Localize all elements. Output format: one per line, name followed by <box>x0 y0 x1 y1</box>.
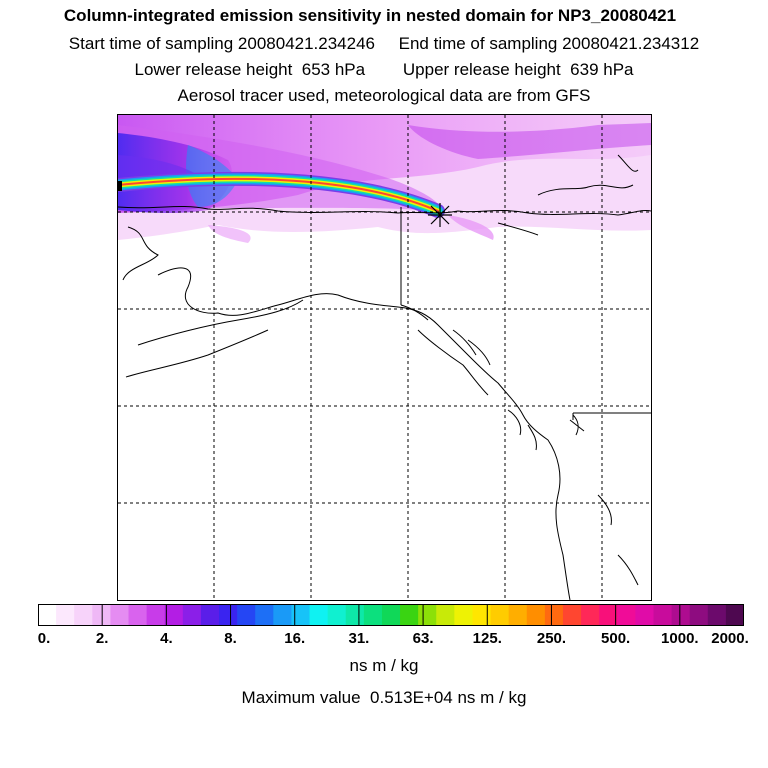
colorbar-swatch <box>599 604 618 626</box>
colorbar-swatch <box>219 604 238 626</box>
colorbar-tick-label: 2000. <box>711 630 749 647</box>
colorbar-swatch <box>345 604 365 626</box>
colorbar-swatch <box>182 604 202 626</box>
tracer-info: Aerosol tracer used, meteorological data… <box>177 86 591 105</box>
colorbar-tick-label: 1000. <box>661 630 699 647</box>
sensitivity-map <box>117 114 652 601</box>
colorbar-dividers <box>101 604 681 626</box>
map-gridlines <box>118 115 651 600</box>
colorbar-swatch <box>707 604 727 626</box>
colorbar-swatch <box>38 604 57 626</box>
colorbar-frame <box>38 604 744 626</box>
colorbar-swatch <box>454 604 473 626</box>
colorbar-swatch <box>291 604 311 626</box>
colorbar-tick-label: 2. <box>95 630 109 647</box>
colorbar-swatch <box>74 604 93 626</box>
colorbar-swatch <box>508 604 528 626</box>
maximum-value: Maximum value 0.513E+04 ns m / kg <box>241 688 527 707</box>
map-canvas <box>118 115 651 600</box>
release-heights: Lower release height 653 hPa Upper relea… <box>134 60 634 79</box>
colorbar-tick-label: 0. <box>37 630 51 647</box>
colorbar-swatch <box>617 604 636 626</box>
colorbar-tick-label: 125. <box>472 630 502 647</box>
colorbar-swatch <box>653 604 673 626</box>
colorbar-swatch <box>92 604 111 626</box>
colorbar-swatch <box>237 604 256 626</box>
colorbar-swatch <box>562 604 582 626</box>
colorbar-swatch <box>273 604 292 626</box>
colorbar-swatch <box>544 604 564 626</box>
colorbar-swatch <box>56 604 75 626</box>
colorbar-swatch <box>671 604 691 626</box>
colorbar-swatch <box>472 604 492 626</box>
colorbar-swatch <box>400 604 419 626</box>
colorbar-swatch <box>164 604 184 626</box>
colorbar-units: ns m / kg <box>349 656 419 675</box>
colorbar-tick-label: 4. <box>160 630 173 647</box>
colorbar-swatch <box>689 604 709 626</box>
colorbar-tick-label: 63. <box>412 630 434 647</box>
colorbar-swatch <box>327 604 347 626</box>
colorbar-swatch <box>436 604 455 626</box>
colorbar-swatch <box>110 604 130 626</box>
release-plume <box>118 171 445 218</box>
colorbar-tick-label: 31. <box>348 630 370 647</box>
colorbar <box>38 604 744 626</box>
colorbar-swatch <box>255 604 274 626</box>
sampling-times: Start time of sampling 20080421.234246 E… <box>68 34 700 53</box>
colorbar-tick-label: 500. <box>601 630 631 647</box>
colorbar-swatches <box>38 604 744 626</box>
colorbar-swatch <box>381 604 401 626</box>
colorbar-swatch <box>581 604 600 626</box>
colorbar-swatch <box>725 604 744 626</box>
colorbar-swatch <box>128 604 148 626</box>
colorbar-swatch <box>146 604 166 626</box>
colorbar-swatch <box>200 604 220 626</box>
colorbar-swatch <box>418 604 437 626</box>
plot-title: Column-integrated emission sensitivity i… <box>63 6 677 25</box>
release-point-marker <box>428 203 452 227</box>
colorbar-tick-label: 8. <box>224 630 237 647</box>
colorbar-swatch <box>526 604 546 626</box>
colorbar-tick-labels: 0. 2. 4. 8. 16. 31. 63. 125. 250. 500. 1000. 2000. <box>0 630 768 652</box>
colorbar-swatch <box>363 604 383 626</box>
colorbar-tick-label: 250. <box>536 630 567 647</box>
colorbar-swatch <box>309 604 329 626</box>
colorbar-tick-label: 16. <box>284 630 306 647</box>
coastlines <box>118 154 651 600</box>
political-borders <box>400 207 651 420</box>
colorbar-swatch <box>490 604 510 626</box>
colorbar-swatch <box>635 604 654 626</box>
